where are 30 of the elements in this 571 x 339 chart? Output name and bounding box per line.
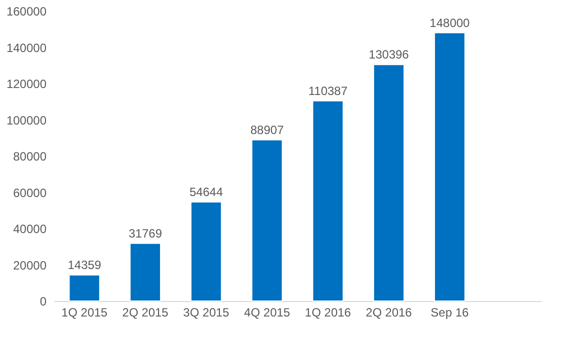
- y-tick-label: 140000: [6, 40, 47, 55]
- bar: [68, 274, 100, 302]
- y-tick-label: 160000: [6, 4, 47, 18]
- x-tick-label: 1Q 2016: [304, 306, 352, 320]
- x-tick-label: 1Q 2015: [61, 306, 108, 320]
- data-label: 88907: [250, 122, 284, 137]
- bar: [251, 139, 283, 302]
- bar: [373, 64, 405, 302]
- x-tick-label: 4Q 2015: [244, 306, 290, 320]
- bar: [130, 242, 162, 302]
- data-label: 31769: [128, 226, 162, 240]
- y-tick-label: 60000: [13, 186, 47, 200]
- data-label: 54644: [190, 184, 224, 199]
- bar: [312, 100, 344, 302]
- y-tick-label: 20000: [13, 258, 47, 272]
- bar: [434, 32, 466, 302]
- data-label: 110387: [308, 84, 348, 98]
- x-tick-label: 2Q 2016: [366, 306, 412, 320]
- y-tick-label: 40000: [13, 222, 47, 236]
- x-tick-label: Sep 16: [430, 306, 470, 320]
- y-tick-label: 120000: [6, 77, 47, 91]
- x-tick-label: 2Q 2015: [122, 306, 169, 320]
- data-label: 148000: [430, 16, 470, 30]
- bar: [190, 201, 222, 302]
- data-label: 14359: [68, 258, 102, 272]
- y-tick-label: 0: [40, 294, 47, 308]
- y-tick-label: 80000: [13, 150, 47, 164]
- data-label: 130396: [368, 48, 410, 62]
- y-tick-label: 100000: [6, 113, 47, 128]
- x-tick-label: 3Q 2015: [183, 306, 230, 320]
